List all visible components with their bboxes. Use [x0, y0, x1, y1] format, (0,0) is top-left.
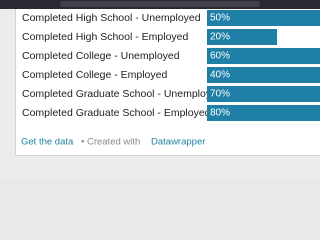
bar — [207, 48, 320, 64]
bar — [207, 86, 320, 102]
value-label: 70% — [210, 89, 230, 100]
category-label: Completed Graduate School - Unemployed — [22, 88, 223, 100]
chart: Get the data • Created with Datawrapper … — [0, 0, 320, 156]
category-label: Completed College - Unemployed — [22, 50, 180, 62]
credit-link[interactable]: Datawrapper — [151, 137, 205, 148]
category-label: Completed College - Employed — [22, 69, 167, 81]
bar — [207, 105, 320, 121]
value-label: 60% — [210, 51, 230, 62]
value-label: 40% — [210, 70, 230, 81]
category-label: Completed Graduate School - Employed — [22, 107, 211, 119]
category-label: Completed High School - Unemployed — [22, 12, 201, 24]
data-link[interactable]: Get the data — [21, 137, 74, 148]
value-label: 50% — [210, 13, 230, 24]
screenshot: Get the data • Created with Datawrapper … — [0, 0, 320, 156]
value-label: 80% — [210, 108, 230, 119]
value-label: 20% — [210, 32, 230, 43]
category-label: Completed High School - Employed — [22, 31, 188, 43]
address-bar — [60, 1, 260, 7]
bar — [207, 67, 320, 83]
bar — [207, 10, 320, 26]
footer-text: • Created with — [81, 137, 140, 148]
bar — [207, 29, 277, 45]
